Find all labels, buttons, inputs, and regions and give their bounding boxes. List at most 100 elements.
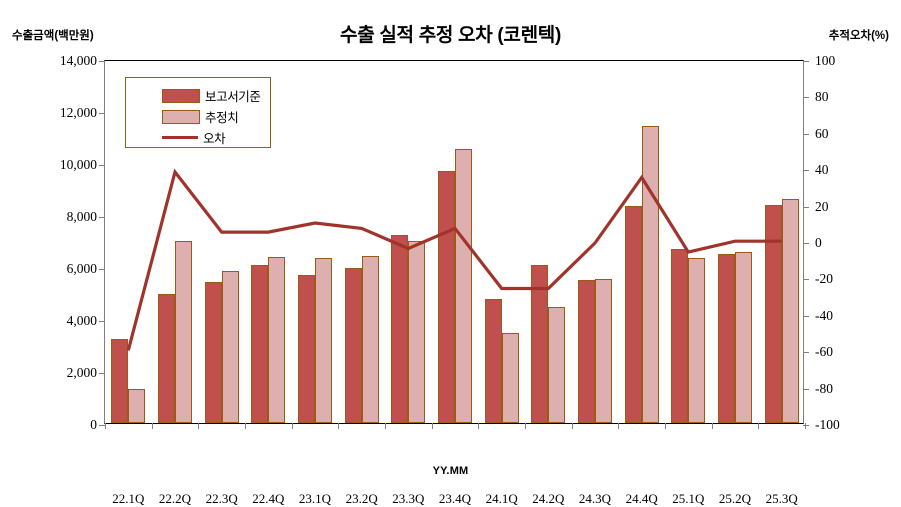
bar-estimate bbox=[688, 257, 706, 423]
x-axis-tick bbox=[571, 423, 573, 429]
bar-estimate bbox=[455, 149, 472, 423]
y-axis-right-tick-label: -80 bbox=[815, 380, 833, 396]
bar-report bbox=[204, 281, 222, 423]
x-axis-tick-label: 22.3Q bbox=[205, 491, 238, 506]
x-axis-tick-label: 22.2Q bbox=[158, 491, 192, 506]
bar-group bbox=[484, 59, 519, 423]
x-axis-tick bbox=[245, 423, 246, 429]
y-axis-right-tick bbox=[803, 206, 809, 208]
x-axis-label: YY.MM bbox=[432, 465, 469, 477]
y-axis-right-tick-label: 60 bbox=[815, 125, 829, 141]
chart-legend: 보고서기준 추정치 오차 bbox=[125, 77, 271, 148]
x-axis-tick-label: 24.2Q bbox=[532, 491, 565, 506]
y-axis-right-tick bbox=[803, 315, 809, 317]
bar-estimate bbox=[361, 255, 379, 423]
x-axis-tick-label: 24.1Q bbox=[485, 491, 518, 506]
bar-group bbox=[624, 59, 659, 423]
y-axis-right-tick-label: -60 bbox=[815, 344, 833, 360]
bar-report bbox=[344, 267, 362, 423]
x-axis-tick bbox=[525, 423, 526, 429]
bar-estimate bbox=[735, 252, 752, 423]
bar-estimate bbox=[221, 271, 239, 423]
y-axis-right-tick bbox=[803, 133, 809, 135]
y-axis-left-tick bbox=[99, 113, 105, 114]
y-axis-right-tick-label: 20 bbox=[815, 198, 829, 214]
y-axis-left-tick-label: 10,000 bbox=[59, 157, 97, 172]
x-axis-tick bbox=[665, 423, 666, 429]
y-axis-left-tick-label: 4,000 bbox=[66, 313, 97, 328]
legend-item-estimate: 추정치 bbox=[126, 106, 270, 127]
y-axis-right-tick-label: 100 bbox=[815, 53, 836, 68]
bar-group bbox=[531, 59, 566, 423]
bar-group bbox=[344, 59, 379, 423]
y-axis-right-tick-label: 0 bbox=[815, 235, 822, 250]
y-axis-right-label: 추적오차(%) bbox=[828, 30, 889, 42]
y-axis-right-tick-label: 80 bbox=[815, 89, 829, 105]
y-axis-left-tick bbox=[99, 321, 105, 322]
y-axis-right-tick bbox=[803, 170, 809, 172]
y-axis-left-tick-label: 6,000 bbox=[66, 261, 97, 276]
x-axis-tick-label: 22.4Q bbox=[252, 491, 285, 506]
y-axis-left-tick bbox=[99, 373, 105, 374]
bar-report bbox=[391, 235, 409, 423]
y-axis-left-tick-label: 12,000 bbox=[59, 105, 97, 120]
y-axis-right-tick bbox=[803, 425, 809, 426]
y-axis-right-tick-label: -100 bbox=[815, 417, 840, 432]
error-line-series bbox=[126, 168, 782, 351]
legend-label-report: 보고서기준 bbox=[205, 90, 261, 104]
bar-group bbox=[578, 59, 612, 423]
bar-group bbox=[251, 59, 286, 423]
y-axis-left-label: 수출금액(백만원) bbox=[12, 30, 94, 42]
bar-group bbox=[391, 59, 426, 423]
x-axis-tick-label: 24.4Q bbox=[625, 491, 658, 506]
bar-estimate bbox=[128, 388, 146, 423]
x-axis-tick bbox=[478, 423, 480, 429]
x-axis-tick-label: 23.2Q bbox=[345, 491, 378, 506]
x-axis-tick bbox=[151, 423, 153, 429]
y-axis-left-tick bbox=[99, 217, 105, 218]
x-axis-tick bbox=[291, 423, 293, 429]
y-axis-left-tick bbox=[99, 61, 105, 62]
bar-group bbox=[111, 59, 146, 423]
legend-item-error: 오차 bbox=[126, 127, 270, 148]
plot-area: 0 2,000 4,000 6,000 8,000 10,000 12,000 14,000 … bbox=[60, 53, 840, 506]
bar-report bbox=[251, 264, 269, 423]
legend-label-error: 오차 bbox=[203, 132, 226, 146]
bar-estimate bbox=[781, 198, 799, 423]
x-axis-tick bbox=[198, 423, 200, 429]
x-axis-tick bbox=[618, 423, 620, 429]
y-axis-left-tick-label: 2,000 bbox=[66, 365, 97, 380]
y-axis-right-tick-label: -20 bbox=[815, 271, 833, 287]
y-axis-right-tick bbox=[803, 279, 809, 281]
legend-swatch-error bbox=[162, 136, 198, 139]
bar-group bbox=[204, 59, 239, 423]
x-axis-tick-label: 22.1Q bbox=[112, 491, 145, 506]
y-axis-right-tick bbox=[803, 61, 809, 62]
x-axis-tick-label: 25.1Q bbox=[672, 491, 705, 506]
bar-estimate bbox=[548, 306, 566, 423]
x-axis-tick bbox=[805, 423, 806, 429]
legend-swatch-estimate bbox=[162, 109, 200, 124]
x-axis-tick bbox=[338, 423, 340, 429]
bar-group bbox=[298, 59, 332, 423]
bar-group bbox=[764, 59, 799, 423]
bar-estimate bbox=[268, 257, 286, 423]
y-axis-left-tick bbox=[99, 425, 105, 426]
bar-estimate bbox=[501, 333, 519, 423]
bar-report bbox=[578, 280, 595, 423]
bar-report bbox=[764, 204, 782, 423]
bar-report bbox=[718, 254, 735, 423]
bar-report bbox=[298, 274, 315, 423]
bar-estimate bbox=[315, 257, 332, 423]
bar-group bbox=[671, 59, 706, 423]
bar-report bbox=[671, 248, 689, 423]
x-axis-tick bbox=[431, 423, 433, 429]
bar-report bbox=[158, 294, 175, 423]
y-axis-right-tick bbox=[803, 388, 809, 390]
bar-group bbox=[718, 59, 752, 423]
x-axis-tick bbox=[711, 423, 713, 429]
x-axis-tick bbox=[758, 423, 760, 429]
x-axis-tick-label: 25.3Q bbox=[765, 491, 798, 506]
y-axis-right-tick bbox=[803, 97, 809, 99]
y-axis-right-tick bbox=[803, 243, 809, 244]
